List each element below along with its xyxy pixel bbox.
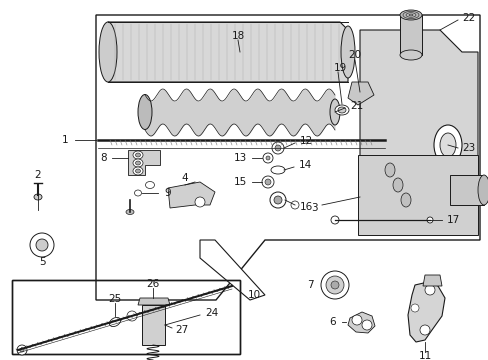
Text: 19: 19	[333, 63, 346, 73]
Polygon shape	[168, 182, 215, 208]
Circle shape	[361, 320, 371, 330]
Circle shape	[127, 311, 137, 321]
Text: 16: 16	[299, 202, 313, 212]
Circle shape	[30, 233, 54, 257]
Text: 27: 27	[175, 325, 188, 335]
Ellipse shape	[329, 99, 339, 125]
Ellipse shape	[145, 181, 154, 189]
Text: 10: 10	[247, 290, 261, 300]
Text: 20: 20	[348, 50, 361, 60]
Circle shape	[195, 197, 204, 207]
Text: 13: 13	[233, 153, 246, 163]
Ellipse shape	[270, 166, 285, 174]
Circle shape	[290, 201, 298, 209]
Circle shape	[263, 153, 272, 163]
Ellipse shape	[109, 318, 121, 327]
Ellipse shape	[133, 159, 142, 167]
Ellipse shape	[439, 133, 455, 157]
Circle shape	[17, 345, 27, 355]
Ellipse shape	[126, 210, 134, 215]
Ellipse shape	[399, 10, 421, 20]
Text: 1: 1	[61, 135, 68, 145]
Text: 11: 11	[418, 351, 431, 360]
Circle shape	[410, 304, 418, 312]
Ellipse shape	[99, 22, 117, 82]
Ellipse shape	[135, 153, 140, 157]
Circle shape	[264, 179, 270, 185]
Text: 14: 14	[298, 160, 312, 170]
Ellipse shape	[34, 194, 42, 200]
Polygon shape	[128, 150, 160, 175]
Circle shape	[262, 176, 273, 188]
Text: 25: 25	[108, 294, 122, 304]
Ellipse shape	[384, 163, 394, 177]
Text: 24: 24	[204, 308, 218, 318]
Text: 17: 17	[446, 215, 459, 225]
Text: 4: 4	[182, 173, 188, 183]
Ellipse shape	[135, 169, 140, 173]
Polygon shape	[359, 30, 477, 220]
Circle shape	[265, 156, 269, 160]
Circle shape	[330, 216, 338, 224]
Polygon shape	[138, 298, 170, 305]
Ellipse shape	[133, 151, 142, 159]
Circle shape	[330, 281, 338, 289]
Ellipse shape	[400, 193, 410, 207]
Ellipse shape	[334, 105, 348, 115]
Text: 23: 23	[461, 143, 474, 153]
Polygon shape	[108, 22, 347, 82]
Text: 5: 5	[39, 257, 45, 267]
Polygon shape	[142, 305, 164, 345]
Ellipse shape	[340, 26, 354, 78]
Circle shape	[271, 142, 284, 154]
Text: 21: 21	[349, 101, 363, 111]
Polygon shape	[357, 155, 477, 235]
Text: 7: 7	[307, 280, 313, 290]
Circle shape	[273, 196, 282, 204]
Circle shape	[426, 217, 432, 223]
Text: 9: 9	[163, 188, 170, 198]
Ellipse shape	[134, 190, 141, 196]
Ellipse shape	[135, 161, 140, 165]
Text: 3: 3	[311, 203, 317, 213]
Polygon shape	[399, 15, 421, 55]
Polygon shape	[449, 175, 483, 205]
Polygon shape	[347, 312, 374, 333]
Bar	[12, 280, 240, 354]
Ellipse shape	[337, 107, 346, 113]
Polygon shape	[347, 82, 373, 105]
Text: 18: 18	[231, 31, 244, 41]
Polygon shape	[200, 240, 264, 300]
Circle shape	[424, 285, 434, 295]
Ellipse shape	[133, 167, 142, 175]
Text: 12: 12	[299, 136, 313, 146]
Circle shape	[20, 348, 24, 352]
Ellipse shape	[433, 125, 461, 165]
Text: 6: 6	[329, 317, 335, 327]
Circle shape	[320, 271, 348, 299]
Circle shape	[269, 192, 285, 208]
Ellipse shape	[399, 50, 421, 60]
Circle shape	[351, 315, 361, 325]
Polygon shape	[407, 282, 444, 342]
Text: 22: 22	[461, 13, 474, 23]
Ellipse shape	[477, 175, 488, 205]
Circle shape	[274, 145, 281, 151]
Circle shape	[325, 276, 343, 294]
Text: 2: 2	[35, 170, 41, 180]
Text: 8: 8	[100, 153, 107, 163]
Ellipse shape	[138, 94, 152, 130]
Circle shape	[36, 239, 48, 251]
Circle shape	[419, 325, 429, 335]
Polygon shape	[422, 275, 441, 286]
Text: 26: 26	[146, 279, 159, 289]
Ellipse shape	[392, 178, 402, 192]
Text: 15: 15	[233, 177, 246, 187]
